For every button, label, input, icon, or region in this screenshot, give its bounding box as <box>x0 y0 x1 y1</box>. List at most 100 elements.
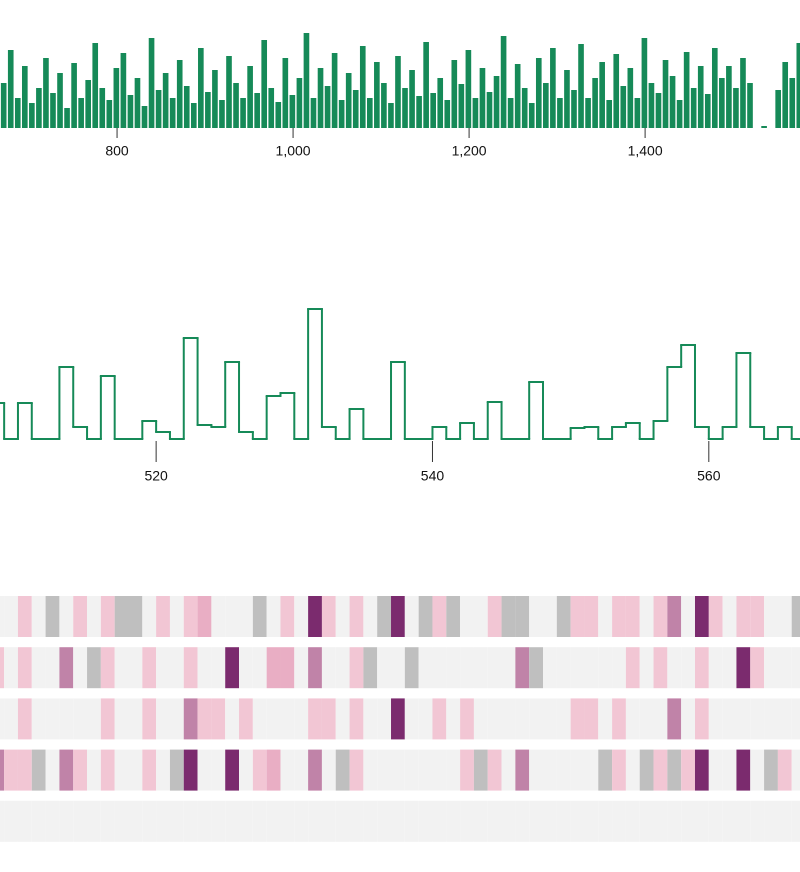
heat-cell <box>446 596 461 637</box>
heat-cell <box>777 647 792 689</box>
bar <box>564 70 570 128</box>
heat-cell <box>460 647 474 689</box>
heat-cell <box>87 647 101 689</box>
heat-cell <box>197 698 212 740</box>
bar <box>634 98 641 128</box>
bar <box>169 98 176 128</box>
heat-cell <box>736 800 751 842</box>
heat-cell <box>681 800 695 842</box>
heat-cell <box>142 698 157 740</box>
bar <box>606 100 613 128</box>
heat-cell <box>556 749 571 791</box>
heat-cell <box>349 749 364 791</box>
heat-cell <box>363 749 378 791</box>
bar <box>493 76 500 128</box>
heat-cell <box>280 647 295 689</box>
heat-cell <box>266 698 281 740</box>
heat-cell <box>73 596 88 637</box>
heat-cell <box>142 647 157 689</box>
heat-cell <box>321 698 336 740</box>
bar <box>458 84 465 128</box>
heat-cell <box>225 749 240 791</box>
bar <box>282 58 289 128</box>
heat-cell <box>764 800 778 842</box>
heat-cell <box>17 749 32 791</box>
heat-cell <box>556 800 571 842</box>
bar <box>345 73 352 128</box>
heat-cell <box>4 749 18 791</box>
heat-cell <box>487 800 502 842</box>
heat-cell <box>45 800 60 842</box>
heat-cell <box>418 698 433 740</box>
heat-cell <box>694 800 709 842</box>
heat-cell <box>252 596 267 637</box>
bar <box>324 86 331 128</box>
bar <box>465 50 472 128</box>
heat-cell <box>87 596 101 637</box>
bar <box>388 103 394 128</box>
heat-cell <box>87 698 101 740</box>
heat-cell <box>750 647 765 689</box>
heat-cell <box>321 647 336 689</box>
heat-cell <box>543 800 557 842</box>
heat-cell <box>681 596 695 637</box>
heat-cell <box>391 749 405 791</box>
bar <box>796 43 800 128</box>
bar <box>683 52 690 128</box>
heat-cell <box>681 647 695 689</box>
heat-cell <box>653 647 668 689</box>
bar <box>648 83 655 128</box>
heat-cell <box>335 800 350 842</box>
bar <box>57 73 63 128</box>
heat-cell <box>183 800 198 842</box>
heat-cell <box>31 698 46 740</box>
heat-cell <box>750 749 765 791</box>
heat-cell <box>169 647 184 689</box>
heat-cell <box>308 596 322 637</box>
heat-cell <box>667 749 682 791</box>
heat-cell <box>446 647 461 689</box>
heat-cell <box>128 749 143 791</box>
heat-cell <box>473 647 488 689</box>
bar <box>14 98 21 128</box>
heat-cell <box>114 647 129 689</box>
heat-cell <box>708 749 723 791</box>
heat-cell <box>363 698 378 740</box>
heat-cell <box>377 647 392 689</box>
heat-cell <box>128 698 143 740</box>
heat-cell <box>252 749 267 791</box>
heat-cell <box>239 596 253 637</box>
heat-cell <box>404 596 419 637</box>
heat-cell <box>791 647 800 689</box>
heat-cell <box>73 749 88 791</box>
heat-cell <box>211 647 226 689</box>
heat-cell <box>598 749 613 791</box>
bar <box>627 68 634 128</box>
bar <box>7 50 14 128</box>
heat-cell <box>722 596 737 637</box>
heat-cell <box>681 698 695 740</box>
heat-cell <box>639 647 654 689</box>
heat-cell <box>653 800 668 842</box>
heat-cell <box>736 698 751 740</box>
heat-cell <box>764 749 778 791</box>
bar <box>500 36 507 128</box>
heat-cell <box>529 647 544 689</box>
heat-cell <box>239 749 253 791</box>
heat-cell <box>777 800 792 842</box>
bar <box>697 66 704 128</box>
heat-cell <box>225 596 240 637</box>
heat-cell <box>4 596 18 637</box>
heat-cell <box>543 596 557 637</box>
heat-cell <box>570 749 585 791</box>
bar <box>585 98 591 128</box>
heat-cell <box>335 698 350 740</box>
heat-cell <box>432 698 447 740</box>
heat-cell <box>584 749 599 791</box>
heat-cell <box>570 596 585 637</box>
bar <box>416 96 422 128</box>
heat-cell <box>750 596 765 637</box>
heat-cell <box>460 749 474 791</box>
heat-cell <box>363 800 378 842</box>
